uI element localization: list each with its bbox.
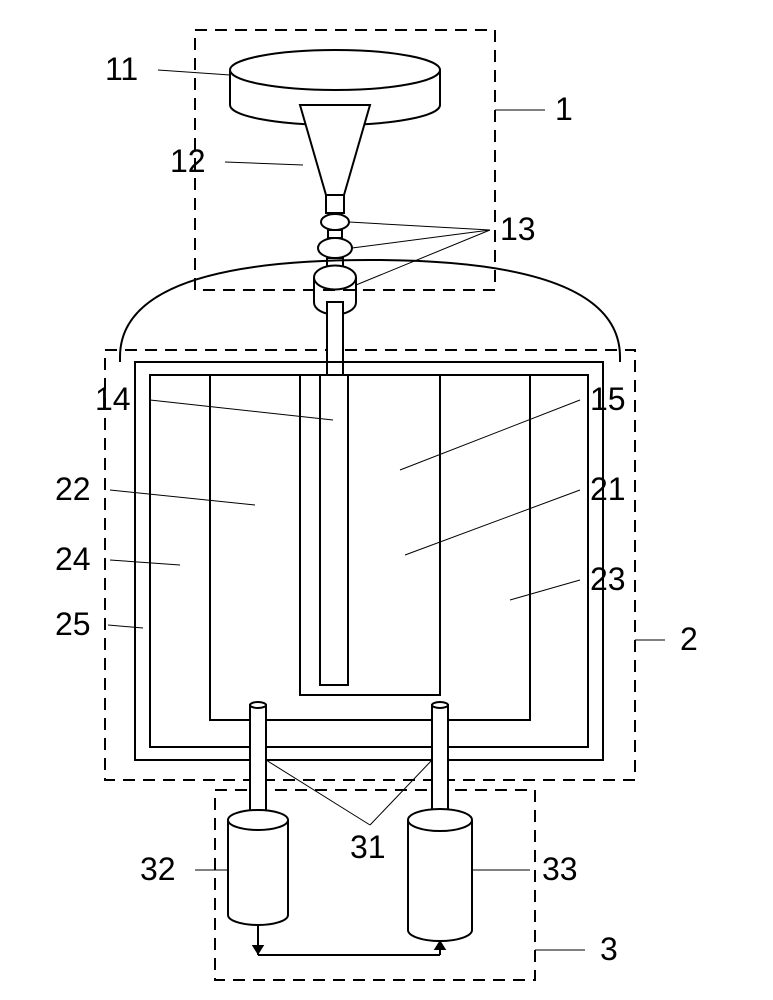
label-l33: 33	[542, 851, 578, 887]
cylinder-left-top	[228, 810, 288, 830]
label-l25: 25	[55, 606, 91, 642]
label-l24: 24	[55, 541, 91, 577]
coupling-3-top	[314, 266, 356, 290]
tube-right	[432, 705, 448, 820]
tube-left	[250, 705, 266, 820]
label-l3: 3	[600, 931, 618, 967]
tube-right-top	[432, 702, 448, 708]
canvas-bg	[0, 0, 773, 1000]
label-l31: 31	[350, 829, 386, 865]
label-l2: 2	[680, 621, 698, 657]
connector-12	[328, 230, 342, 238]
label-l1: 1	[555, 91, 573, 127]
label-l23: 23	[590, 561, 626, 597]
label-l11: 11	[105, 51, 138, 87]
funnel-stem	[326, 195, 344, 213]
label-l14: 14	[95, 381, 131, 417]
label-l15: 15	[590, 381, 626, 417]
stem-to-core	[327, 302, 343, 375]
coupling-2	[318, 238, 352, 258]
disc-top	[230, 50, 440, 90]
label-l32: 32	[140, 851, 176, 887]
cylinder-right-top	[408, 809, 472, 831]
label-l22: 22	[55, 471, 91, 507]
coupling-1	[321, 214, 349, 230]
tube-left-top	[250, 702, 266, 708]
label-l13: 13	[500, 211, 536, 247]
label-l21: 21	[590, 471, 626, 507]
label-l12: 12	[170, 143, 206, 179]
